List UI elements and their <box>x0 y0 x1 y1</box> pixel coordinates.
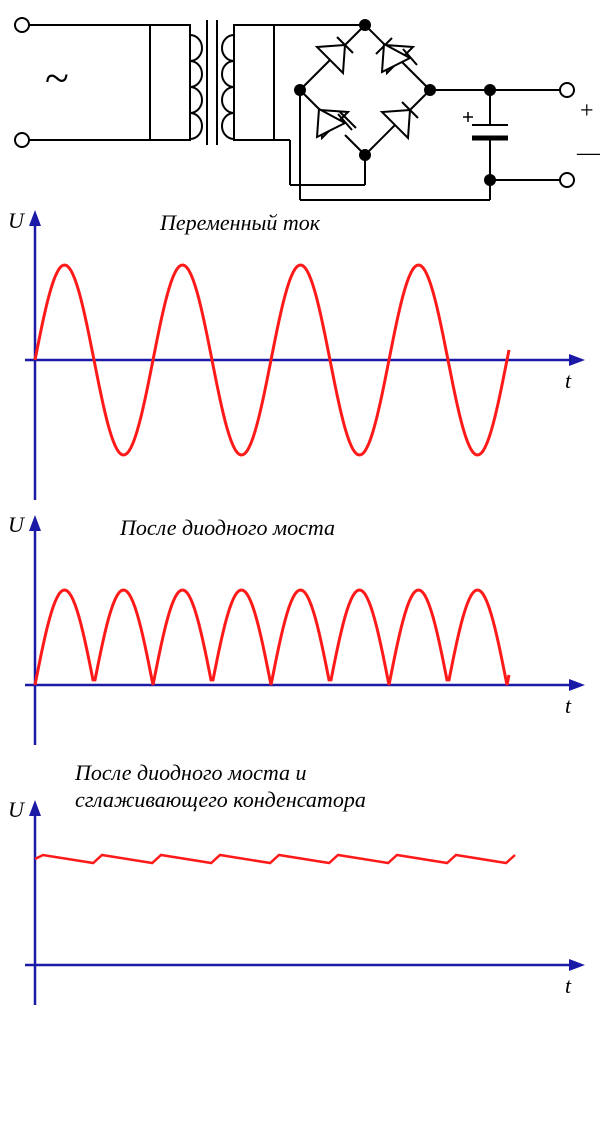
plus-label: + <box>580 98 594 124</box>
chart3-y-axis: U <box>8 797 41 1005</box>
chart-ac: Переменный ток U t <box>0 200 600 510</box>
chart1-title: Переменный ток <box>159 210 321 235</box>
terminal-dc-minus <box>560 173 574 187</box>
transformer-primary <box>150 25 190 140</box>
chart1-y-label: U <box>8 208 26 233</box>
terminal-dc-plus <box>560 83 574 97</box>
terminal-ac-top <box>15 18 29 32</box>
circuit-schematic: ~ <box>0 0 600 205</box>
transformer-secondary <box>234 25 274 140</box>
ac-symbol: ~ <box>45 54 69 103</box>
diode-br <box>365 90 430 155</box>
chart1-x-label: t <box>565 368 572 393</box>
chart2-x-label: t <box>565 693 572 718</box>
chart3-y-label: U <box>8 797 26 822</box>
chart2-y-label: U <box>8 512 26 537</box>
chart2-wave <box>35 590 509 685</box>
chart2-title: После диодного моста <box>119 515 335 540</box>
chart-rectified: После диодного моста U t <box>0 510 600 755</box>
chart3-title-l1: После диодного моста и <box>74 760 306 785</box>
diode-tl <box>300 25 365 90</box>
chart2-y-axis: U <box>8 512 41 745</box>
chart3-x-label: t <box>565 973 572 998</box>
chart-smoothed: После диодного моста и сглаживающего кон… <box>0 755 600 1015</box>
minus-label: — <box>576 140 600 166</box>
chart2-x-axis: t <box>25 679 585 718</box>
smoothing-capacitor <box>463 90 508 180</box>
chart3-wave <box>35 855 515 863</box>
chart3-title-l2: сглаживающего конденсатора <box>75 787 366 812</box>
terminal-ac-bottom <box>15 133 29 147</box>
chart3-x-axis: t <box>25 959 585 998</box>
